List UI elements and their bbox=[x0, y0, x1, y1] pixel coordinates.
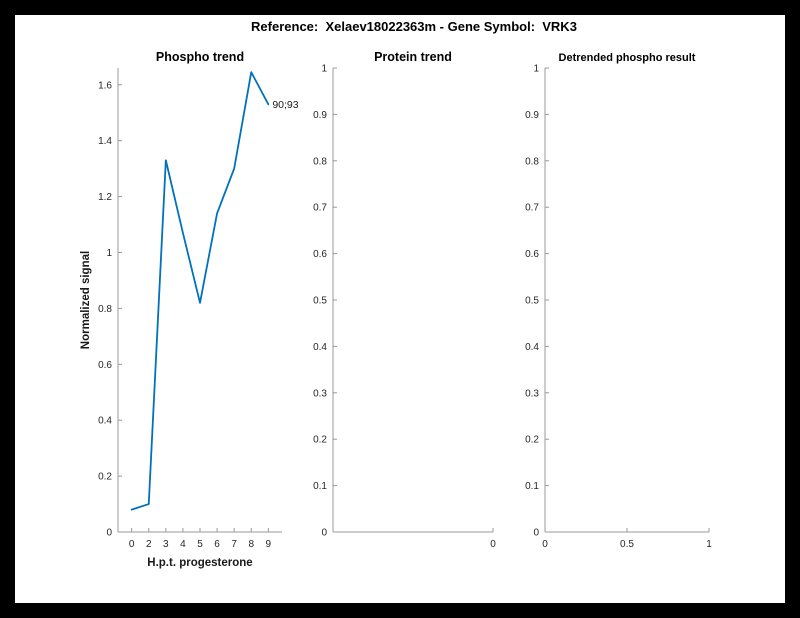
y-tick-label: 1 bbox=[106, 248, 112, 259]
y-tick-label: 0.9 bbox=[313, 110, 327, 121]
y-tick-label: 0.6 bbox=[313, 249, 327, 260]
x-tick-label: 0.5 bbox=[620, 539, 634, 550]
y-tick-label: 1.2 bbox=[98, 192, 112, 203]
y-tick-label: 1.6 bbox=[98, 80, 112, 91]
x-tick-label: 6 bbox=[214, 539, 220, 550]
x-axis-label: H.p.t. progesterone bbox=[147, 557, 253, 569]
y-tick-label: 0 bbox=[533, 528, 539, 539]
x-tick-label: 4 bbox=[180, 539, 186, 550]
x-tick-label: 0 bbox=[129, 539, 135, 550]
y-tick-label: 0.5 bbox=[313, 296, 327, 307]
y-tick-label: 0.5 bbox=[525, 296, 539, 307]
y-tick-label: 0.8 bbox=[525, 156, 539, 167]
x-tick-label: 0 bbox=[490, 539, 496, 550]
y-tick-label: 1 bbox=[533, 64, 539, 75]
figure-title: Reference: Xelaev18022363m - Gene Symbol… bbox=[251, 19, 577, 34]
x-tick-label: 3 bbox=[163, 539, 169, 550]
y-tick-label: 0.1 bbox=[525, 481, 539, 492]
y-tick-label: 0.1 bbox=[313, 481, 327, 492]
y-tick-label: 0.6 bbox=[98, 360, 112, 371]
y-tick-label: 0.4 bbox=[525, 342, 539, 353]
y-tick-label: 1.4 bbox=[98, 136, 112, 147]
y-tick-label: 0.3 bbox=[525, 388, 539, 399]
y-tick-label: 0.4 bbox=[98, 416, 112, 427]
y-tick-label: 0.8 bbox=[98, 304, 112, 315]
y-tick-label: 0 bbox=[321, 528, 327, 539]
x-tick-label: 9 bbox=[266, 539, 272, 550]
y-tick-label: 1 bbox=[321, 64, 327, 75]
x-tick-label: 7 bbox=[231, 539, 237, 550]
y-tick-label: 0.2 bbox=[98, 472, 112, 483]
x-tick-label: 8 bbox=[248, 539, 254, 550]
y-tick-label: 0.8 bbox=[313, 156, 327, 167]
trend-line bbox=[130, 71, 270, 511]
y-tick-label: 0.6 bbox=[525, 249, 539, 260]
y-tick-label: 0.2 bbox=[525, 435, 539, 446]
subplot-1-title: Phospho trend bbox=[155, 50, 245, 64]
x-tick-label: 2 bbox=[146, 539, 152, 550]
y-tick-label: 0 bbox=[106, 528, 112, 539]
x-tick-label: 5 bbox=[197, 539, 203, 550]
y-tick-label: 0.2 bbox=[313, 435, 327, 446]
y-tick-label: 0.7 bbox=[313, 203, 327, 214]
x-tick-label: 1 bbox=[706, 539, 712, 550]
x-tick-label: 0 bbox=[542, 539, 548, 550]
subplot-2-title: Protein trend bbox=[374, 50, 452, 64]
endpoint-annotation: 90;93 bbox=[272, 99, 298, 111]
y-tick-label: 0.7 bbox=[525, 203, 539, 214]
y-tick-label: 0.3 bbox=[313, 388, 327, 399]
y-tick-label: 0.4 bbox=[313, 342, 327, 353]
subplot-3-title: Detrended phospho result bbox=[558, 52, 696, 64]
y-tick-label: 0.9 bbox=[525, 110, 539, 121]
